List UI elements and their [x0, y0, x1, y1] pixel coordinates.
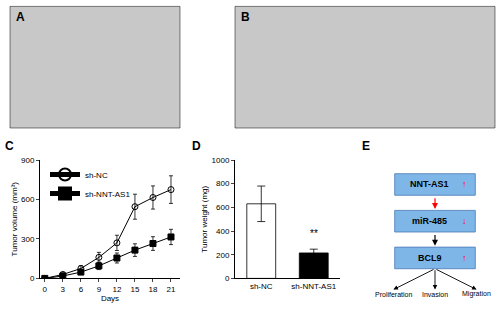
- svg-text:800: 800: [216, 179, 230, 188]
- svg-text:BCL9: BCL9: [418, 253, 442, 263]
- svg-text:300: 300: [21, 235, 35, 244]
- svg-text:200: 200: [216, 251, 230, 260]
- svg-text:Tumor volume (mm³): Tumor volume (mm³): [10, 182, 19, 257]
- svg-text:400: 400: [216, 227, 230, 236]
- svg-text:18: 18: [149, 285, 158, 294]
- svg-text:miR-485: miR-485: [412, 216, 447, 226]
- svg-text:D: D: [192, 139, 201, 153]
- svg-text:↑: ↑: [462, 179, 467, 189]
- svg-text:3: 3: [61, 285, 66, 294]
- svg-text:600: 600: [216, 203, 230, 212]
- svg-text:sh-NC: sh-NC: [85, 171, 108, 180]
- svg-text:Tumor weight (mg): Tumor weight (mg): [200, 185, 209, 252]
- svg-text:9: 9: [97, 285, 102, 294]
- svg-text:15: 15: [130, 285, 139, 294]
- svg-text:**: **: [310, 228, 318, 239]
- svg-text:6: 6: [79, 285, 84, 294]
- svg-text:21: 21: [167, 285, 176, 294]
- svg-text:C: C: [5, 139, 14, 153]
- svg-text:Invasion: Invasion: [422, 291, 448, 298]
- svg-text:Days: Days: [101, 294, 119, 303]
- svg-text:sh-NNT-AS1: sh-NNT-AS1: [85, 190, 130, 199]
- svg-text:Migration: Migration: [462, 290, 491, 298]
- svg-text:↑: ↑: [462, 253, 467, 263]
- svg-text:B: B: [241, 10, 250, 24]
- svg-text:↓: ↓: [462, 216, 467, 226]
- svg-text:0: 0: [30, 274, 35, 283]
- svg-text:E: E: [362, 139, 370, 153]
- svg-text:sh-NNT-AS1: sh-NNT-AS1: [291, 282, 336, 291]
- svg-text:0: 0: [225, 274, 230, 283]
- svg-text:sh-NC: sh-NC: [250, 282, 273, 291]
- svg-text:A: A: [16, 10, 25, 24]
- svg-text:600: 600: [21, 195, 35, 204]
- svg-text:12: 12: [112, 285, 121, 294]
- svg-text:900: 900: [21, 156, 35, 165]
- svg-text:NNT-AS1: NNT-AS1: [410, 179, 449, 189]
- svg-text:0: 0: [43, 285, 48, 294]
- svg-text:Proliferation: Proliferation: [375, 291, 412, 298]
- svg-text:1000: 1000: [212, 156, 230, 165]
